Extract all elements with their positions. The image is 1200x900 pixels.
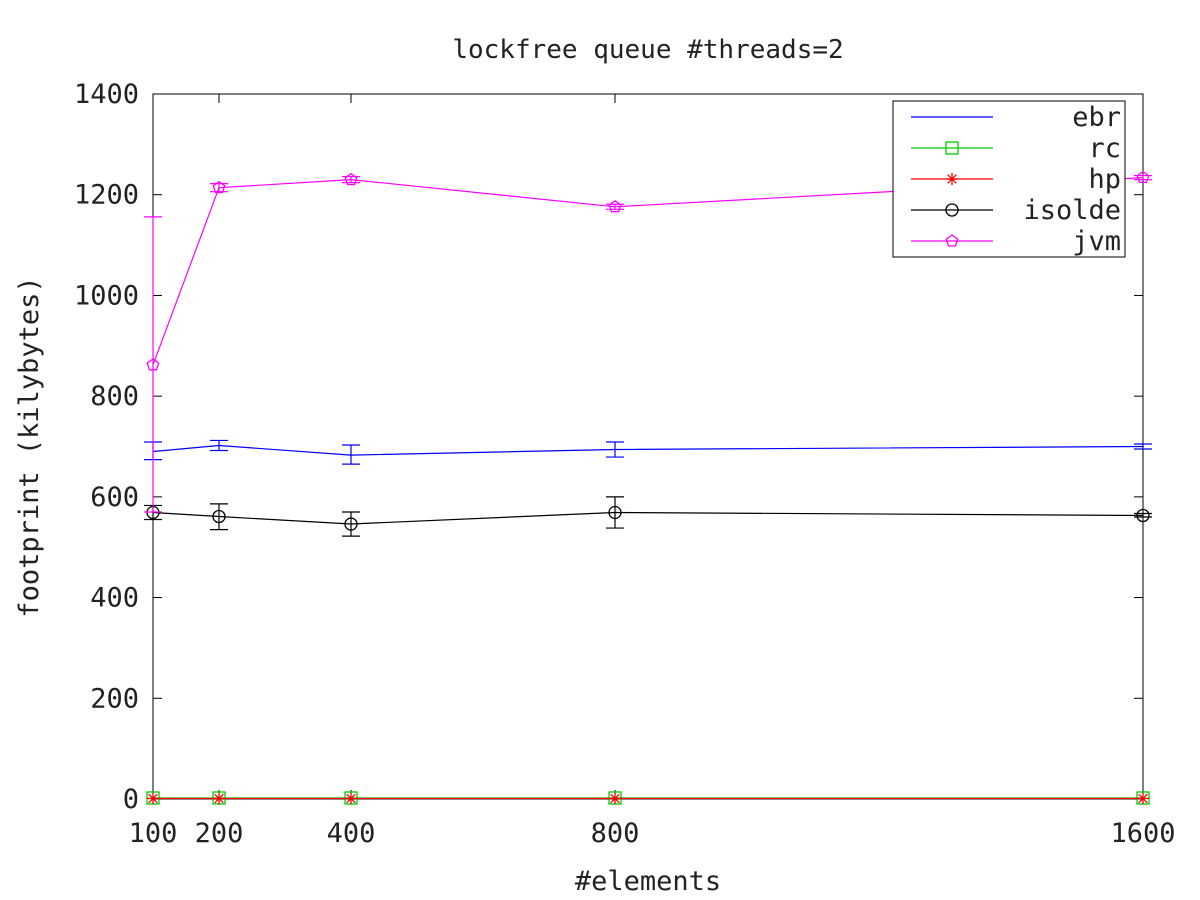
y-tick-label: 0 — [123, 784, 139, 815]
data-point-isolde — [212, 509, 226, 524]
y-tick-label: 1200 — [74, 180, 139, 211]
data-point-hp — [213, 792, 225, 805]
error-bar-isolde — [342, 511, 360, 537]
legend-marker-rc — [945, 141, 959, 155]
legend-label-isolde: isolde — [1023, 195, 1121, 226]
legend-entry-jvm: jvm — [911, 226, 1121, 257]
data-point-hp — [1137, 792, 1149, 805]
legend-label-jvm: jvm — [1072, 226, 1121, 257]
error-bar-jvm — [342, 175, 360, 184]
legend-label-ebr: ebr — [1072, 102, 1121, 133]
legend-marker-jvm — [945, 234, 959, 247]
series-line-ebr — [152, 444, 1144, 456]
y-axis-label: footprint (kilybytes) — [14, 276, 45, 617]
series-line-isolde — [152, 511, 1144, 525]
series-isolde — [144, 496, 1152, 537]
series-ebr — [144, 439, 1152, 465]
data-point-isolde — [608, 505, 622, 520]
data-point-hp — [147, 792, 159, 805]
legend-marker-isolde — [945, 203, 959, 217]
error-bar-ebr — [1134, 443, 1152, 450]
x-tick-label: 100 — [129, 818, 178, 849]
data-point-hp — [345, 792, 357, 805]
x-tick-label: 400 — [327, 818, 376, 849]
y-tick-label: 800 — [90, 381, 139, 412]
error-bar-ebr — [606, 441, 624, 458]
data-point-jvm — [344, 172, 358, 186]
error-bar-ebr — [342, 444, 360, 465]
data-point-isolde — [344, 517, 358, 531]
data-point-jvm — [146, 358, 160, 371]
y-tick-label: 1400 — [74, 79, 139, 110]
legend-entry-hp: hp — [911, 164, 1121, 195]
x-tick-label: 200 — [195, 818, 244, 849]
series-jvm — [144, 170, 1152, 513]
x-axis-label: #elements — [575, 866, 721, 897]
y-tick-label: 400 — [90, 583, 139, 614]
y-tick-label: 600 — [90, 482, 139, 513]
error-bar-jvm — [144, 216, 162, 513]
data-point-jvm — [608, 199, 622, 213]
series-hp — [147, 792, 1149, 805]
error-bar-jvm — [210, 183, 228, 193]
legend-entry-ebr: ebr — [911, 102, 1121, 133]
error-bar-isolde — [210, 503, 228, 531]
x-tick-label: 800 — [591, 818, 640, 849]
legend-label-rc: rc — [1088, 133, 1121, 164]
legend-label-hp: hp — [1088, 164, 1121, 195]
chart-title: lockfree queue #threads=2 — [452, 35, 843, 65]
error-bar-jvm — [606, 203, 624, 210]
data-point-isolde — [1136, 508, 1150, 523]
data-point-hp — [609, 792, 621, 805]
y-tick-label: 200 — [90, 683, 139, 714]
error-bar-ebr — [210, 439, 228, 452]
error-bar-isolde — [606, 496, 624, 529]
legend-entry-rc: rc — [911, 133, 1121, 164]
x-tick-label: 1600 — [1110, 818, 1175, 849]
plot-area: 0 200 400 600 800 1000 1200 1400 100 200 400 800 160… — [74, 79, 1176, 849]
legend-marker-hp — [946, 173, 958, 185]
data-point-jvm — [1136, 170, 1150, 184]
y-tick-label: 1000 — [74, 280, 139, 311]
legend-entry-isolde: isolde — [911, 195, 1121, 226]
data-point-jvm — [212, 180, 226, 194]
